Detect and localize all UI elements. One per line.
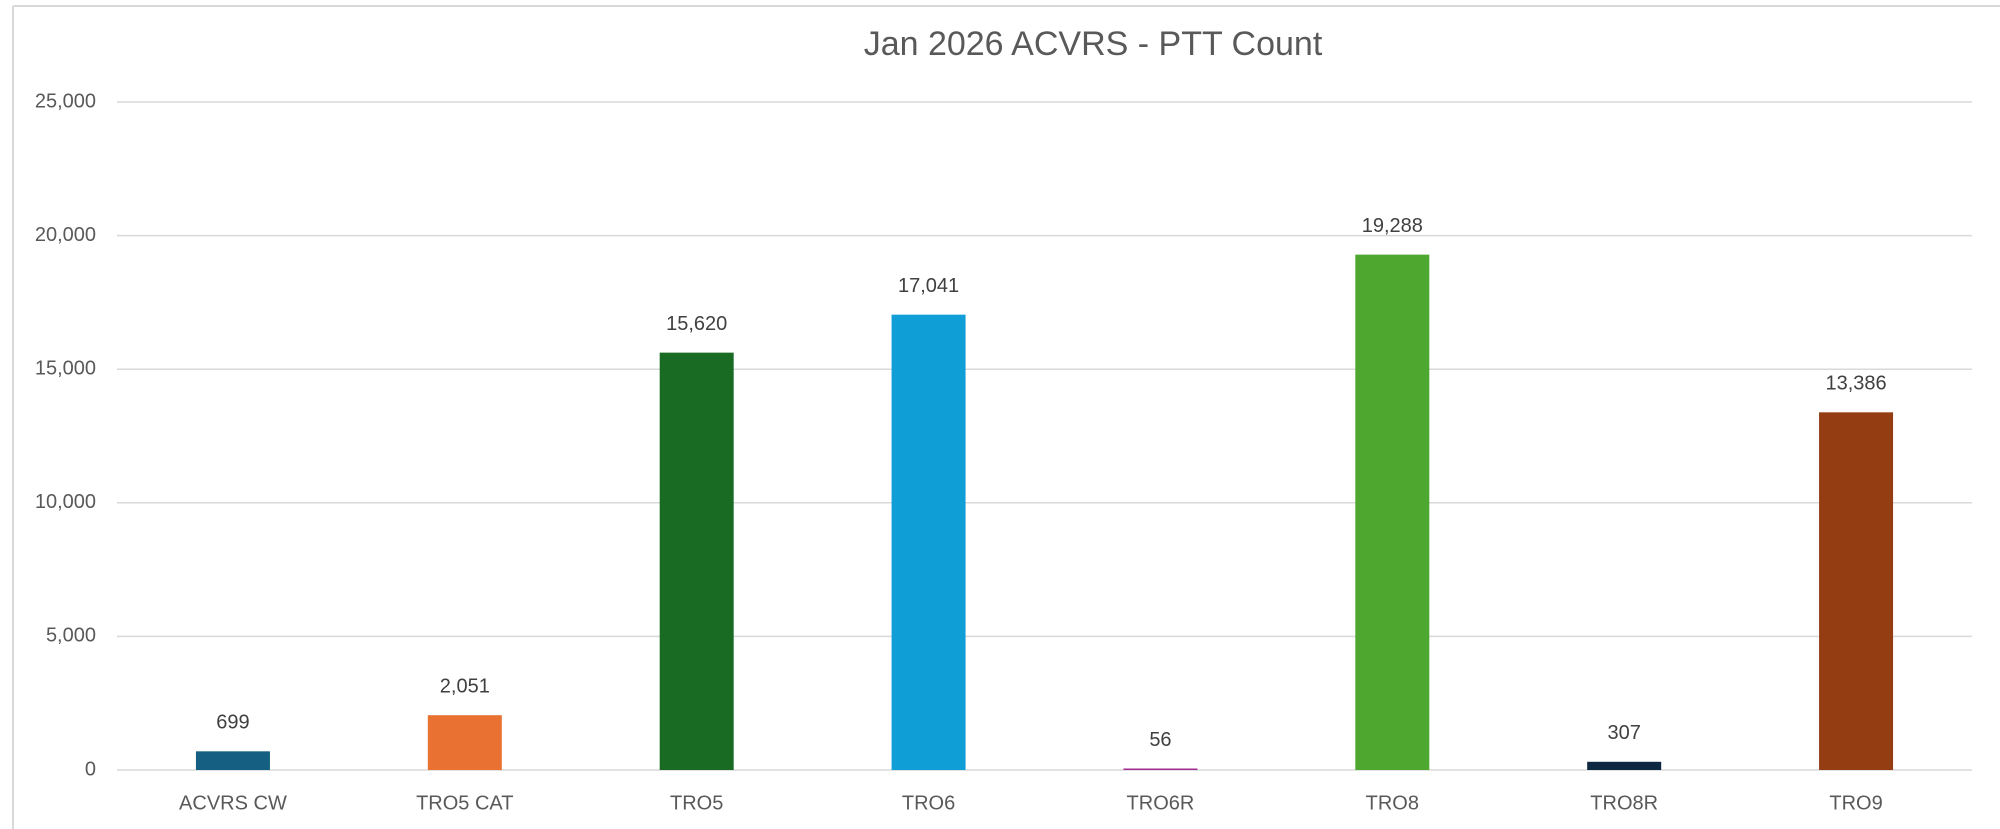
- data-label: 307: [1608, 722, 1641, 744]
- y-tick-label: 10,000: [35, 491, 96, 513]
- bar: [1355, 254, 1430, 770]
- y-tick-label: 0: [85, 758, 96, 780]
- x-tick-label: TRO8: [1366, 792, 1419, 814]
- x-tick-label: ACVRS CW: [179, 792, 287, 814]
- bar: [891, 314, 966, 770]
- y-tick-label: 15,000: [35, 357, 96, 379]
- bar: [1123, 768, 1198, 770]
- x-tick-label: TRO5 CAT: [416, 792, 513, 814]
- bar: [1587, 761, 1662, 770]
- data-label: 19,288: [1362, 215, 1423, 237]
- data-label: 2,051: [440, 675, 490, 697]
- data-label: 17,041: [898, 275, 959, 297]
- bar: [195, 751, 270, 770]
- data-label: 13,386: [1825, 373, 1886, 395]
- bar: [659, 352, 734, 770]
- bar: [427, 715, 502, 770]
- x-tick-label: TRO8R: [1590, 792, 1658, 814]
- y-tick-label: 5,000: [46, 625, 96, 647]
- data-label: 15,620: [666, 313, 727, 335]
- y-tick-label: 20,000: [35, 224, 96, 246]
- x-tick-label: TRO6: [902, 792, 955, 814]
- x-tick-label: TRO6R: [1127, 792, 1195, 814]
- x-tick-label: TRO5: [670, 792, 723, 814]
- y-tick-label: 25,000: [35, 90, 96, 112]
- chart-title: Jan 2026 ACVRS - PTT Count: [864, 25, 1323, 63]
- x-tick-label: TRO9: [1829, 792, 1882, 814]
- bar: [1819, 412, 1894, 770]
- data-label: 56: [1149, 729, 1171, 751]
- data-label: 699: [216, 712, 249, 734]
